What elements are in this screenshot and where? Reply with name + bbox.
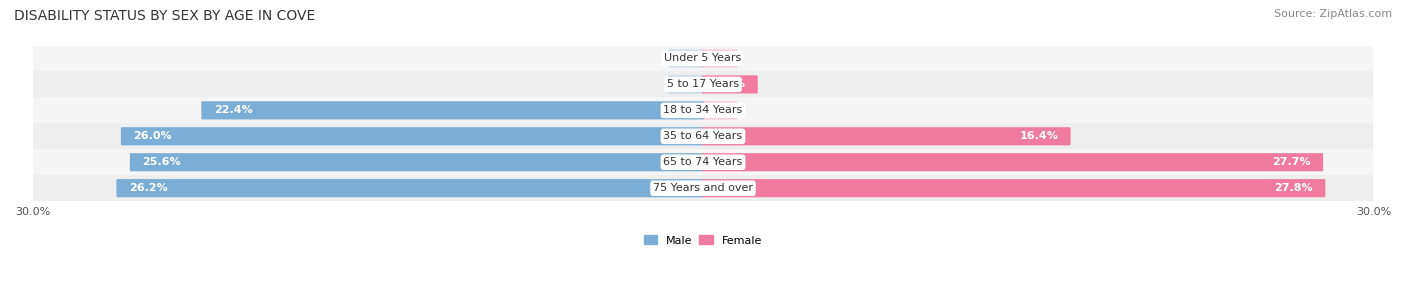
Bar [32,45,1374,71]
Text: 27.7%: 27.7% [1272,157,1310,167]
Text: 2.4%: 2.4% [714,79,745,89]
Legend: Male, Female: Male, Female [640,231,766,250]
FancyBboxPatch shape [702,127,1070,145]
Bar [32,97,1374,123]
Text: 27.8%: 27.8% [1274,183,1313,193]
FancyBboxPatch shape [129,153,704,171]
Text: 5 to 17 Years: 5 to 17 Years [666,79,740,89]
Text: 18 to 34 Years: 18 to 34 Years [664,105,742,115]
FancyBboxPatch shape [702,179,1326,197]
Bar [32,71,1374,97]
FancyBboxPatch shape [702,101,738,120]
Text: 65 to 74 Years: 65 to 74 Years [664,157,742,167]
Text: Source: ZipAtlas.com: Source: ZipAtlas.com [1274,9,1392,19]
Bar [32,123,1374,149]
FancyBboxPatch shape [668,75,704,94]
Text: 25.6%: 25.6% [142,157,181,167]
FancyBboxPatch shape [702,49,738,67]
FancyBboxPatch shape [201,101,704,120]
Text: Under 5 Years: Under 5 Years [665,53,741,63]
Text: DISABILITY STATUS BY SEX BY AGE IN COVE: DISABILITY STATUS BY SEX BY AGE IN COVE [14,9,315,23]
Text: 0.0%: 0.0% [710,105,738,115]
Text: 75 Years and over: 75 Years and over [652,183,754,193]
FancyBboxPatch shape [121,127,704,145]
Text: 0.0%: 0.0% [710,53,738,63]
Text: 22.4%: 22.4% [214,105,252,115]
Text: 35 to 64 Years: 35 to 64 Years [664,131,742,141]
FancyBboxPatch shape [702,153,1323,171]
Text: 0.0%: 0.0% [668,79,696,89]
Text: 0.0%: 0.0% [668,53,696,63]
Text: 26.0%: 26.0% [134,131,172,141]
FancyBboxPatch shape [117,179,704,197]
Text: 26.2%: 26.2% [129,183,167,193]
Bar [32,149,1374,175]
Text: 16.4%: 16.4% [1019,131,1059,141]
Bar [32,175,1374,201]
FancyBboxPatch shape [668,49,704,67]
FancyBboxPatch shape [702,75,758,94]
